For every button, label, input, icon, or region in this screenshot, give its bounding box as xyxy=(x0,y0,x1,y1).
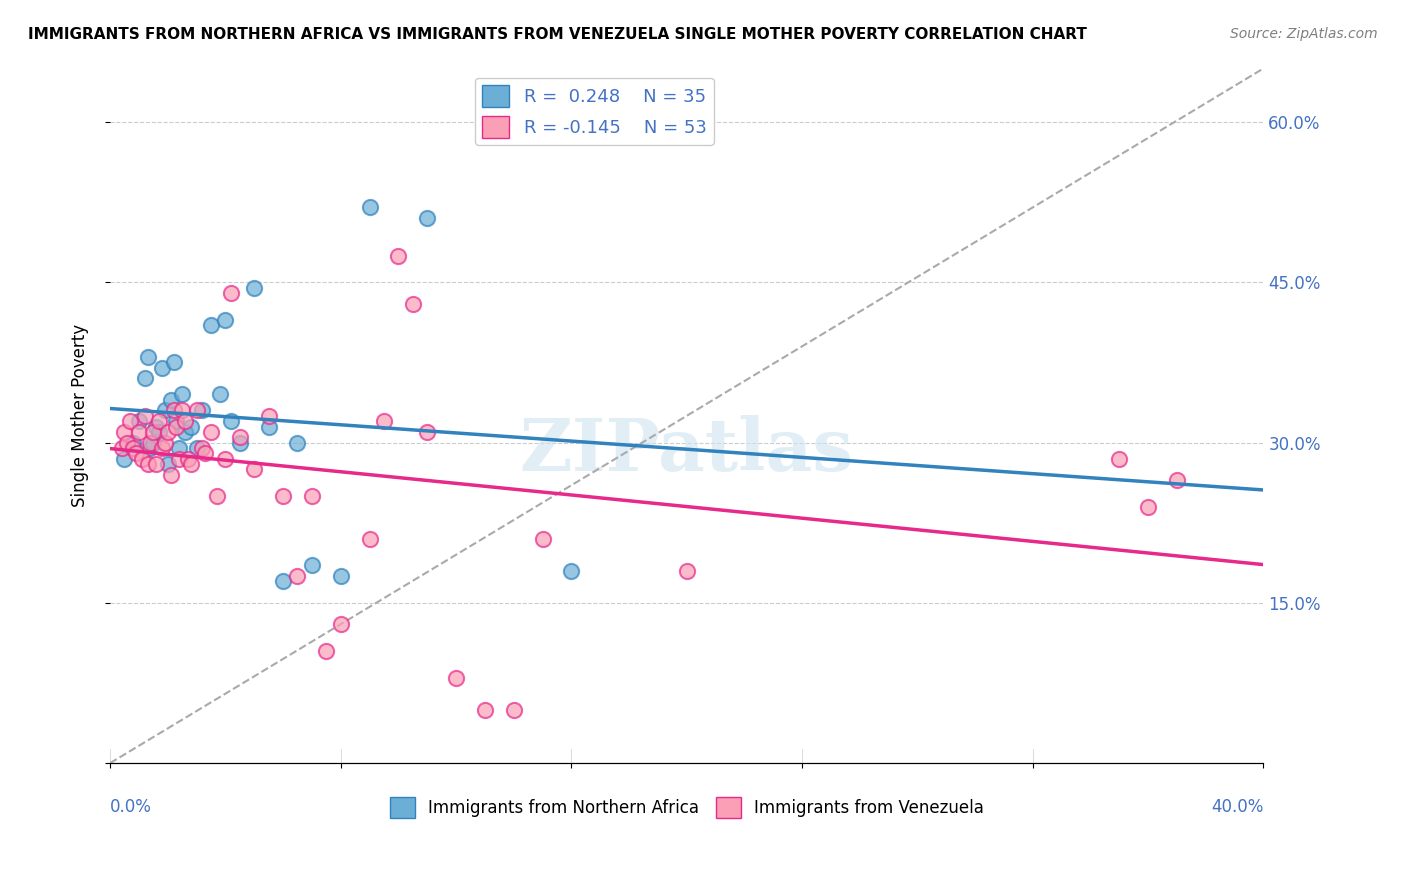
Point xyxy=(142,435,165,450)
Point xyxy=(200,425,222,439)
Point xyxy=(219,414,242,428)
Point xyxy=(174,414,197,428)
Point xyxy=(271,489,294,503)
Point xyxy=(156,457,179,471)
Point xyxy=(148,414,170,428)
Point xyxy=(150,441,173,455)
Point xyxy=(162,355,184,369)
Point xyxy=(186,441,208,455)
Point xyxy=(159,392,181,407)
Point xyxy=(136,457,159,471)
Point xyxy=(474,703,496,717)
Point xyxy=(1137,500,1160,514)
Point xyxy=(169,441,191,455)
Text: ZIPatlas: ZIPatlas xyxy=(520,415,853,486)
Point xyxy=(172,387,194,401)
Point xyxy=(162,403,184,417)
Point xyxy=(174,425,197,439)
Point xyxy=(315,644,337,658)
Point xyxy=(416,211,439,226)
Point xyxy=(208,387,231,401)
Point xyxy=(359,201,381,215)
Point xyxy=(165,419,187,434)
Point xyxy=(194,446,217,460)
Point xyxy=(243,280,266,294)
Point xyxy=(142,425,165,439)
Point xyxy=(156,425,179,439)
Point xyxy=(136,350,159,364)
Point xyxy=(373,414,395,428)
Text: Source: ZipAtlas.com: Source: ZipAtlas.com xyxy=(1230,27,1378,41)
Text: IMMIGRANTS FROM NORTHERN AFRICA VS IMMIGRANTS FROM VENEZUELA SINGLE MOTHER POVER: IMMIGRANTS FROM NORTHERN AFRICA VS IMMIG… xyxy=(28,27,1087,42)
Point xyxy=(301,489,323,503)
Point xyxy=(159,467,181,482)
Point xyxy=(180,419,202,434)
Point xyxy=(329,569,352,583)
Point xyxy=(153,435,176,450)
Point xyxy=(128,425,150,439)
Point xyxy=(387,248,409,262)
Point xyxy=(214,451,236,466)
Point xyxy=(128,414,150,428)
Point xyxy=(145,419,167,434)
Point xyxy=(219,285,242,300)
Point xyxy=(177,451,200,466)
Point xyxy=(120,414,142,428)
Point xyxy=(122,441,145,455)
Text: 40.0%: 40.0% xyxy=(1211,797,1264,816)
Point xyxy=(191,403,214,417)
Point xyxy=(153,403,176,417)
Point xyxy=(560,564,582,578)
Point xyxy=(214,312,236,326)
Legend: Immigrants from Northern Africa, Immigrants from Venezuela: Immigrants from Northern Africa, Immigra… xyxy=(382,790,990,824)
Point xyxy=(114,425,136,439)
Point xyxy=(139,441,162,455)
Point xyxy=(1166,473,1188,487)
Point xyxy=(165,414,187,428)
Point xyxy=(117,435,139,450)
Point xyxy=(229,430,252,444)
Point xyxy=(205,489,228,503)
Point xyxy=(287,569,309,583)
Point xyxy=(131,451,153,466)
Point xyxy=(180,457,202,471)
Point xyxy=(134,371,156,385)
Point xyxy=(145,457,167,471)
Point xyxy=(502,703,524,717)
Point xyxy=(148,425,170,439)
Point xyxy=(134,409,156,423)
Point xyxy=(200,318,222,332)
Point xyxy=(287,435,309,450)
Point xyxy=(110,441,132,455)
Point xyxy=(359,532,381,546)
Point xyxy=(444,671,467,685)
Point xyxy=(301,558,323,573)
Point xyxy=(150,360,173,375)
Point xyxy=(191,441,214,455)
Point xyxy=(229,435,252,450)
Point xyxy=(122,435,145,450)
Point xyxy=(329,617,352,632)
Point xyxy=(169,451,191,466)
Point xyxy=(531,532,554,546)
Point xyxy=(172,403,194,417)
Point xyxy=(257,419,280,434)
Point xyxy=(139,435,162,450)
Point xyxy=(243,462,266,476)
Point xyxy=(675,564,697,578)
Point xyxy=(114,451,136,466)
Point xyxy=(402,296,425,310)
Point xyxy=(1108,451,1130,466)
Point xyxy=(186,403,208,417)
Text: 0.0%: 0.0% xyxy=(110,797,152,816)
Point xyxy=(257,409,280,423)
Point xyxy=(125,446,148,460)
Y-axis label: Single Mother Poverty: Single Mother Poverty xyxy=(72,325,89,508)
Point xyxy=(416,425,439,439)
Point xyxy=(271,574,294,589)
